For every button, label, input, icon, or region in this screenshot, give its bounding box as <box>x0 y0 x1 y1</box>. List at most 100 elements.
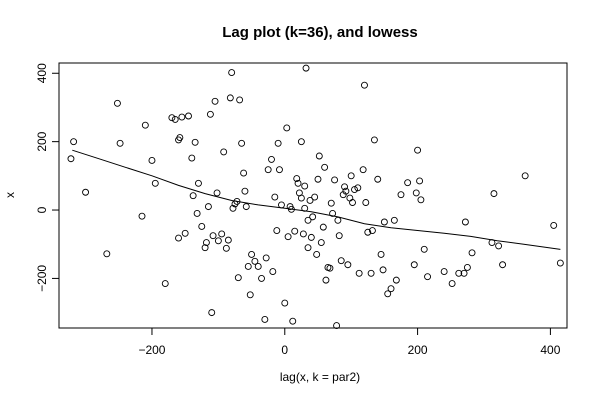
data-point <box>327 199 335 207</box>
data-point <box>234 274 242 282</box>
y-tick-label: −200 <box>35 265 49 292</box>
data-point <box>258 274 265 282</box>
data-point <box>556 259 564 267</box>
data-point <box>306 197 314 204</box>
data-point <box>322 276 330 284</box>
data-point <box>417 196 425 204</box>
data-point <box>490 190 498 198</box>
lowess-line <box>72 149 561 250</box>
data-point <box>315 152 323 160</box>
data-point <box>208 309 216 317</box>
data-point <box>224 236 232 244</box>
data-point <box>488 239 496 246</box>
data-point <box>289 317 297 325</box>
data-point <box>181 229 189 237</box>
data-point <box>335 232 343 240</box>
data-point <box>461 218 469 226</box>
data-point <box>424 273 431 281</box>
data-point <box>244 263 252 270</box>
data-point <box>195 179 202 187</box>
data-point <box>261 316 269 323</box>
data-point <box>220 148 228 156</box>
data-point <box>521 172 529 180</box>
data-point <box>138 212 146 220</box>
data-point <box>311 193 319 201</box>
data-point <box>297 194 305 202</box>
data-point <box>321 163 329 171</box>
data-point <box>297 138 305 146</box>
data-point <box>236 96 244 104</box>
data-point <box>274 139 282 147</box>
data-point <box>346 194 354 202</box>
data-point <box>161 280 169 287</box>
data-point <box>141 121 149 129</box>
data-point <box>374 175 382 183</box>
data-point <box>206 110 214 118</box>
data-point <box>281 299 289 307</box>
data-point <box>368 227 376 234</box>
data-point <box>392 276 400 284</box>
data-point <box>495 242 503 250</box>
data-point <box>460 269 468 277</box>
data-point <box>218 230 226 238</box>
data-point <box>238 139 246 147</box>
data-point <box>301 204 309 212</box>
data-point <box>211 97 219 105</box>
data-point <box>455 269 463 277</box>
data-point <box>178 113 186 121</box>
data-point <box>176 134 184 141</box>
data-point <box>171 115 179 123</box>
data-point <box>355 269 363 277</box>
scatter-points <box>67 64 564 330</box>
data-point <box>82 188 90 196</box>
data-point <box>440 268 448 276</box>
data-point <box>191 138 199 146</box>
data-point <box>67 155 75 163</box>
data-point <box>314 175 322 183</box>
data-point <box>349 199 356 206</box>
data-point <box>344 261 352 269</box>
data-point <box>397 191 405 199</box>
data-point <box>319 223 327 231</box>
data-point <box>271 193 279 201</box>
data-point <box>334 216 342 224</box>
data-point <box>304 216 312 224</box>
data-point <box>331 176 339 184</box>
data-point <box>242 203 250 211</box>
data-point <box>342 187 350 195</box>
data-point <box>226 94 234 102</box>
data-point <box>113 99 121 107</box>
data-point <box>268 155 275 163</box>
data-point <box>151 179 159 187</box>
data-point <box>347 172 355 180</box>
data-point <box>404 179 412 187</box>
data-point <box>307 233 315 241</box>
x-tick-label: −200 <box>138 343 165 357</box>
data-point <box>448 280 456 287</box>
data-point <box>293 175 301 183</box>
data-point <box>414 146 422 154</box>
data-point <box>240 169 248 177</box>
data-point <box>329 210 337 217</box>
data-point <box>370 136 378 144</box>
data-point <box>168 114 176 122</box>
chart-title: Lag plot (k=36), and lowess <box>222 24 417 41</box>
data-point <box>185 112 192 120</box>
data-point <box>278 201 285 209</box>
data-point <box>193 210 201 217</box>
data-point <box>420 245 428 253</box>
y-tick-label: 0 <box>35 206 49 213</box>
data-point <box>229 204 237 212</box>
data-point <box>214 237 222 245</box>
data-point <box>241 187 249 195</box>
y-axis-label: x <box>3 192 17 198</box>
data-point <box>299 230 307 238</box>
data-point <box>351 186 358 193</box>
data-point <box>304 244 312 252</box>
data-point <box>251 257 259 265</box>
data-point <box>301 182 309 190</box>
data-point <box>198 222 206 230</box>
data-point <box>468 249 476 257</box>
data-point <box>209 232 217 240</box>
